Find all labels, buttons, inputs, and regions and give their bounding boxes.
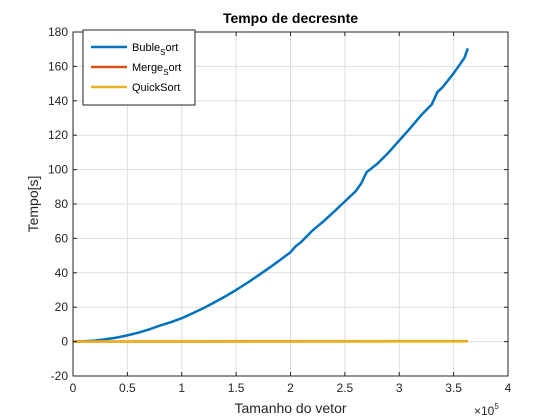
y-tick-label: 0 (61, 335, 68, 349)
y-tick-label: 20 (55, 300, 69, 314)
x-tick-label: 2 (287, 381, 294, 395)
y-tick-label: -20 (51, 369, 69, 383)
y-tick-label: 160 (48, 59, 68, 73)
y-tick-label: 60 (55, 231, 69, 245)
y-tick-label: 140 (48, 94, 68, 108)
x-tick-label: 0.5 (119, 381, 136, 395)
x-tick-label: 0 (70, 381, 77, 395)
y-tick-label: 180 (48, 25, 68, 39)
y-tick-label: 80 (55, 197, 69, 211)
y-tick-label: 100 (48, 163, 68, 177)
x-exponent-base: ×10 (474, 404, 495, 418)
x-exponent-power: 5 (494, 402, 499, 411)
x-tick-label: 1.5 (228, 381, 245, 395)
y-axis-label: Tempo[s] (25, 176, 41, 233)
x-tick-label: 4 (505, 381, 512, 395)
x-tick-label: 1 (178, 381, 185, 395)
y-tick-label: 120 (48, 128, 68, 142)
legend-label-quicksort: QuickSort (132, 82, 180, 94)
chart-title: Tempo de decresnte (223, 10, 358, 26)
x-tick-label: 2.5 (337, 381, 354, 395)
x-tick-label: 3.5 (445, 381, 462, 395)
y-tick-label: 40 (55, 266, 69, 280)
x-axis-label: Tamanho do vetor (234, 400, 346, 416)
x-tick-label: 3 (396, 381, 403, 395)
